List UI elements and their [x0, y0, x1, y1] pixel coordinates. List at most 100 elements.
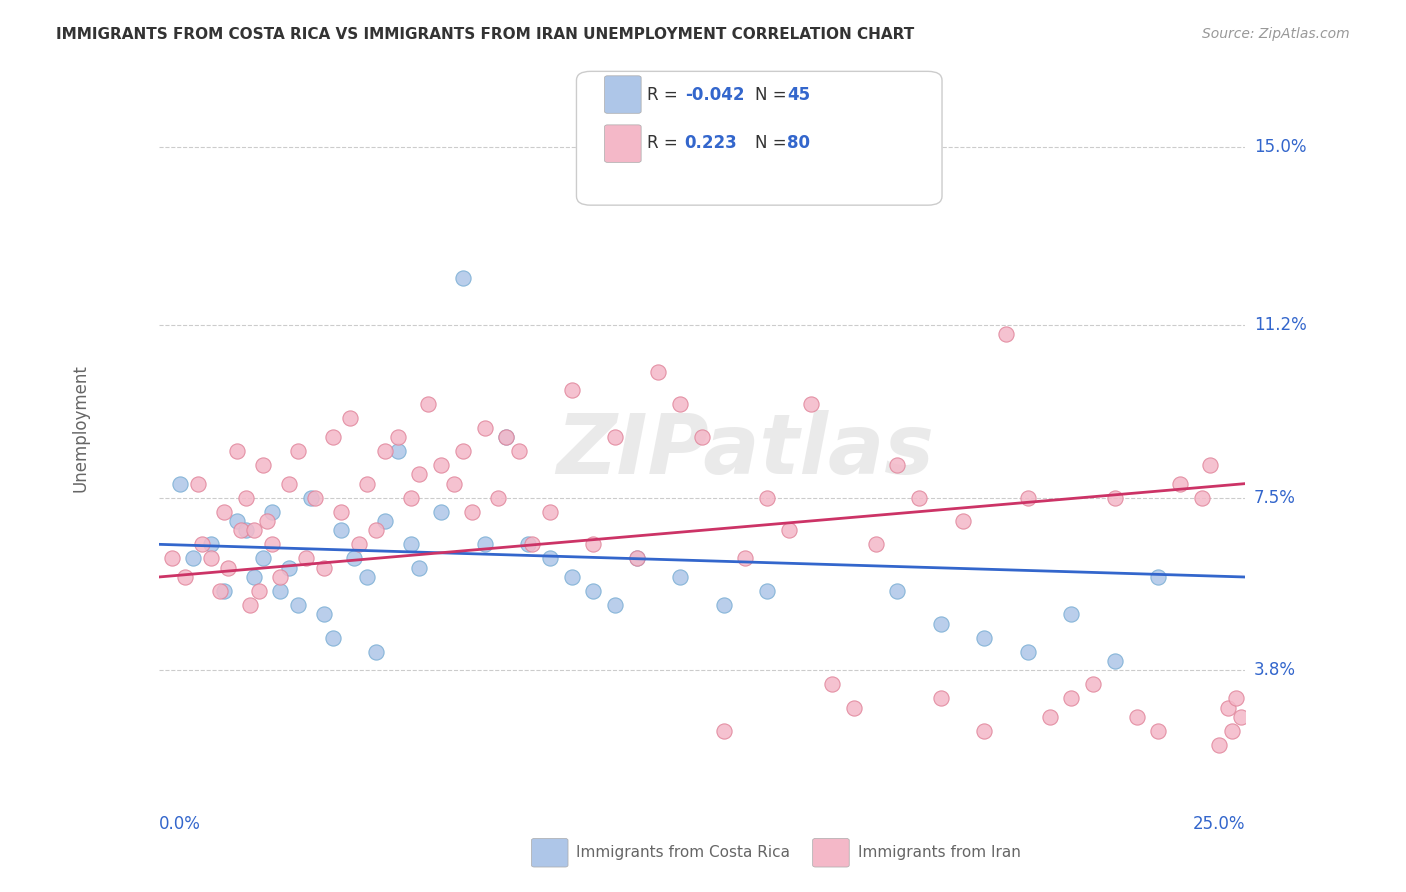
Point [460, 505, 482, 519]
Point [356, 476, 378, 491]
Point [387, 430, 409, 444]
Point [252, 551, 274, 566]
Text: 7.5%: 7.5% [1254, 489, 1296, 507]
Point [1017, 645, 1039, 659]
Text: Unemployment: Unemployment [72, 364, 90, 491]
Point [304, 491, 326, 505]
Point [1017, 491, 1039, 505]
Point [217, 560, 239, 574]
Point [252, 458, 274, 472]
Point [929, 691, 952, 706]
Point [322, 631, 344, 645]
Point [212, 505, 235, 519]
Point [200, 551, 222, 566]
Point [1199, 458, 1222, 472]
Text: 15.0%: 15.0% [1254, 138, 1306, 156]
Point [247, 584, 270, 599]
Point [908, 491, 931, 505]
Point [183, 551, 205, 566]
Text: ZIPatlas: ZIPatlas [557, 410, 935, 491]
Text: Source: ZipAtlas.com: Source: ZipAtlas.com [1202, 27, 1350, 41]
Point [1147, 724, 1170, 739]
Point [226, 444, 249, 458]
Point [256, 514, 278, 528]
Point [287, 598, 309, 612]
Point [226, 514, 249, 528]
Point [364, 524, 387, 538]
Point [330, 524, 353, 538]
Point [517, 537, 540, 551]
Point [486, 491, 509, 505]
Point [430, 505, 453, 519]
Point [886, 458, 908, 472]
Point [1104, 654, 1126, 668]
Point [322, 430, 344, 444]
Point [231, 524, 253, 538]
Point [1081, 677, 1104, 691]
Point [278, 476, 301, 491]
Point [495, 430, 517, 444]
Point [260, 537, 283, 551]
Point [312, 560, 335, 574]
Point [626, 551, 648, 566]
Point [1230, 710, 1253, 724]
Point [343, 551, 366, 566]
Point [538, 505, 561, 519]
Point [973, 724, 995, 739]
Point [690, 430, 713, 444]
Text: 0.223: 0.223 [685, 134, 738, 152]
Point [191, 537, 214, 551]
Point [603, 430, 626, 444]
Point [952, 514, 974, 528]
Point [160, 551, 183, 566]
Point [821, 677, 844, 691]
Point [800, 397, 823, 411]
Text: R =: R = [647, 134, 683, 152]
Point [973, 631, 995, 645]
Point [356, 570, 378, 584]
Point [443, 476, 465, 491]
Point [243, 570, 266, 584]
Point [299, 491, 322, 505]
Point [1060, 691, 1083, 706]
Point [399, 491, 422, 505]
Point [800, 163, 823, 178]
Point [1147, 570, 1170, 584]
Point [1220, 724, 1243, 739]
Point [243, 524, 266, 538]
Point [508, 444, 530, 458]
Point [734, 551, 756, 566]
Point [1191, 491, 1213, 505]
Point [603, 598, 626, 612]
Point [842, 150, 865, 164]
Point [387, 444, 409, 458]
Text: 11.2%: 11.2% [1254, 316, 1306, 334]
Point [312, 607, 335, 622]
Point [1168, 476, 1191, 491]
Point [1039, 710, 1062, 724]
Point [669, 397, 692, 411]
Point [269, 584, 291, 599]
Point [886, 584, 908, 599]
Point [713, 724, 735, 739]
Point [1225, 691, 1247, 706]
Text: N =: N = [755, 134, 792, 152]
Text: 3.8%: 3.8% [1254, 661, 1296, 680]
Point [756, 584, 779, 599]
Point [295, 551, 318, 566]
Text: R =: R = [647, 86, 683, 103]
Text: IMMIGRANTS FROM COSTA RICA VS IMMIGRANTS FROM IRAN UNEMPLOYMENT CORRELATION CHAR: IMMIGRANTS FROM COSTA RICA VS IMMIGRANTS… [56, 27, 914, 42]
Point [522, 537, 544, 551]
Point [495, 430, 517, 444]
Point [408, 560, 430, 574]
Point [582, 537, 605, 551]
Point [669, 570, 692, 584]
Point [430, 458, 453, 472]
Point [778, 524, 800, 538]
Text: 80: 80 [787, 134, 810, 152]
Point [865, 537, 887, 551]
Text: Immigrants from Iran: Immigrants from Iran [858, 846, 1021, 860]
Point [626, 551, 648, 566]
Point [200, 537, 222, 551]
Point [1104, 491, 1126, 505]
